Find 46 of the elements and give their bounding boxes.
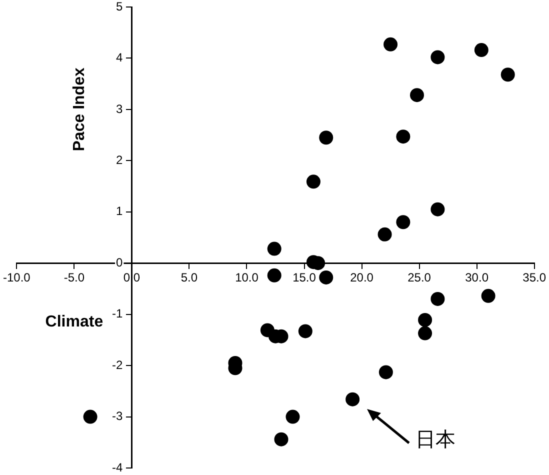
point xyxy=(410,88,424,102)
point xyxy=(418,326,432,340)
y-tick-label: 2 xyxy=(116,152,124,167)
x-axis-title: Climate xyxy=(45,313,104,330)
point xyxy=(396,215,410,230)
y-tick-label: 3 xyxy=(116,102,124,116)
point xyxy=(286,410,300,424)
point xyxy=(306,174,320,189)
point xyxy=(346,392,360,406)
y-tick-label: -2 xyxy=(112,358,124,372)
point xyxy=(378,227,392,242)
point xyxy=(396,130,410,144)
point xyxy=(500,68,515,82)
point xyxy=(378,365,393,380)
point xyxy=(319,130,334,145)
y-tick-label: -1 xyxy=(112,306,124,321)
x-tick-label: 25.0 xyxy=(408,270,432,285)
y-tick-label: 0 xyxy=(116,255,124,270)
point xyxy=(384,37,398,52)
x-tick-label: 35.0 xyxy=(522,270,546,285)
point xyxy=(298,324,312,338)
x-tick-label: 30.0 xyxy=(465,270,489,285)
x-tick-label: 10.0 xyxy=(235,270,259,285)
x-tick-label: 15.0 xyxy=(292,270,316,285)
point xyxy=(481,288,496,303)
point xyxy=(319,270,334,284)
point xyxy=(418,312,432,327)
point xyxy=(474,43,488,58)
point xyxy=(430,292,445,306)
annotation: 日本 xyxy=(415,427,456,452)
point xyxy=(267,242,282,256)
y-tick-label: 1 xyxy=(116,204,124,218)
y-tick-label: -4 xyxy=(112,460,124,474)
point xyxy=(267,268,282,282)
y-axis-title: Pace Index xyxy=(71,68,88,152)
point xyxy=(430,202,445,216)
point xyxy=(83,410,98,424)
y-tick-label: 5 xyxy=(116,0,124,14)
x-tick-label: 20.0 xyxy=(350,270,374,285)
x-tick-label: -5.0 xyxy=(64,270,85,285)
point xyxy=(430,50,445,64)
x-tick-label: -10.0 xyxy=(2,270,31,285)
point xyxy=(274,432,288,446)
x-tick-label: 5.0 xyxy=(180,270,198,285)
y-tick-label: -3 xyxy=(112,409,124,424)
y-tick-label: 4 xyxy=(116,50,124,65)
